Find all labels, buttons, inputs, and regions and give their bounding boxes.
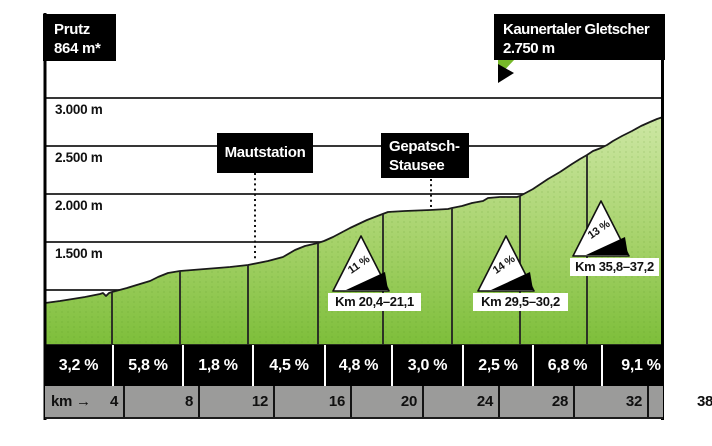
gradient-cell: 3,0 % xyxy=(391,345,462,386)
steep-range-14: Km 29,5–30,2 xyxy=(473,293,568,311)
gradient-cell: 2,5 % xyxy=(462,345,532,386)
steep-triangle-13 xyxy=(572,200,630,257)
km-axis-prefix: km → xyxy=(51,393,91,410)
steep-range-11: Km 20,4–21,1 xyxy=(328,293,421,311)
steep-triangle-11 xyxy=(332,235,390,292)
gradient-cell: 4,8 % xyxy=(324,345,391,386)
km-value: 4 xyxy=(109,393,118,410)
gradient-cell: 4,5 % xyxy=(252,345,324,386)
arrow-right-icon: → xyxy=(75,393,91,410)
mautstation-label: Mautstation xyxy=(224,144,306,162)
start-label-box: Prutz 864 m* xyxy=(43,14,116,61)
right-axis-line xyxy=(661,58,664,420)
gepatsch-label-line1: Gepatsch- xyxy=(389,138,460,155)
gradient-cell: 1,8 % xyxy=(182,345,252,386)
gradient-cell: 3,2 % xyxy=(58,356,99,374)
gradient-cell: 6,8 % xyxy=(532,345,601,386)
end-elevation: 2.750 m xyxy=(503,40,555,58)
start-name: Prutz xyxy=(54,21,91,38)
start-elevation: 864 m* xyxy=(54,40,101,58)
yaxis-label-3000: 3.000 m xyxy=(55,102,103,117)
km-cell: 28 xyxy=(498,386,573,417)
yaxis-label-1500: 1.500 m xyxy=(55,246,103,261)
summit-flag-icon xyxy=(498,59,515,83)
gepatsch-label-line2: Stausee xyxy=(389,157,445,175)
km-cell: km → 4 xyxy=(45,386,123,417)
km-cell: 32 xyxy=(573,386,647,417)
gradient-cell: 9,1 % xyxy=(601,345,679,386)
km-cell: 12 xyxy=(198,386,273,417)
end-name: Kaunertaler Gletscher xyxy=(503,21,650,38)
yaxis-label-2000: 2.000 m xyxy=(55,198,103,213)
gepatsch-label-box: Gepatsch- Stausee xyxy=(381,133,469,178)
left-axis-line xyxy=(43,13,47,420)
km-cell: 20 xyxy=(350,386,422,417)
yaxis-label-2500: 2.500 m xyxy=(55,150,103,165)
km-cell: 38,5 xyxy=(647,386,712,417)
km-band: km → 4 8 12 16 20 24 28 32 38,5 xyxy=(45,386,712,419)
end-label-box: Kaunertaler Gletscher 2.750 m xyxy=(494,14,665,60)
mautstation-label-box: Mautstation xyxy=(217,133,313,173)
gradient-cell: 5,8 % xyxy=(112,345,182,386)
gradient-band: 3,2 % 5,8 % 1,8 % 4,5 % 4,8 % 3,0 % 2,5 … xyxy=(45,345,663,386)
km-cell: 24 xyxy=(422,386,498,417)
steep-triangle-14 xyxy=(477,235,535,292)
km-cell: 8 xyxy=(123,386,198,417)
km-cell: 16 xyxy=(273,386,350,417)
steep-range-13: Km 35,8–37,2 xyxy=(570,258,659,276)
